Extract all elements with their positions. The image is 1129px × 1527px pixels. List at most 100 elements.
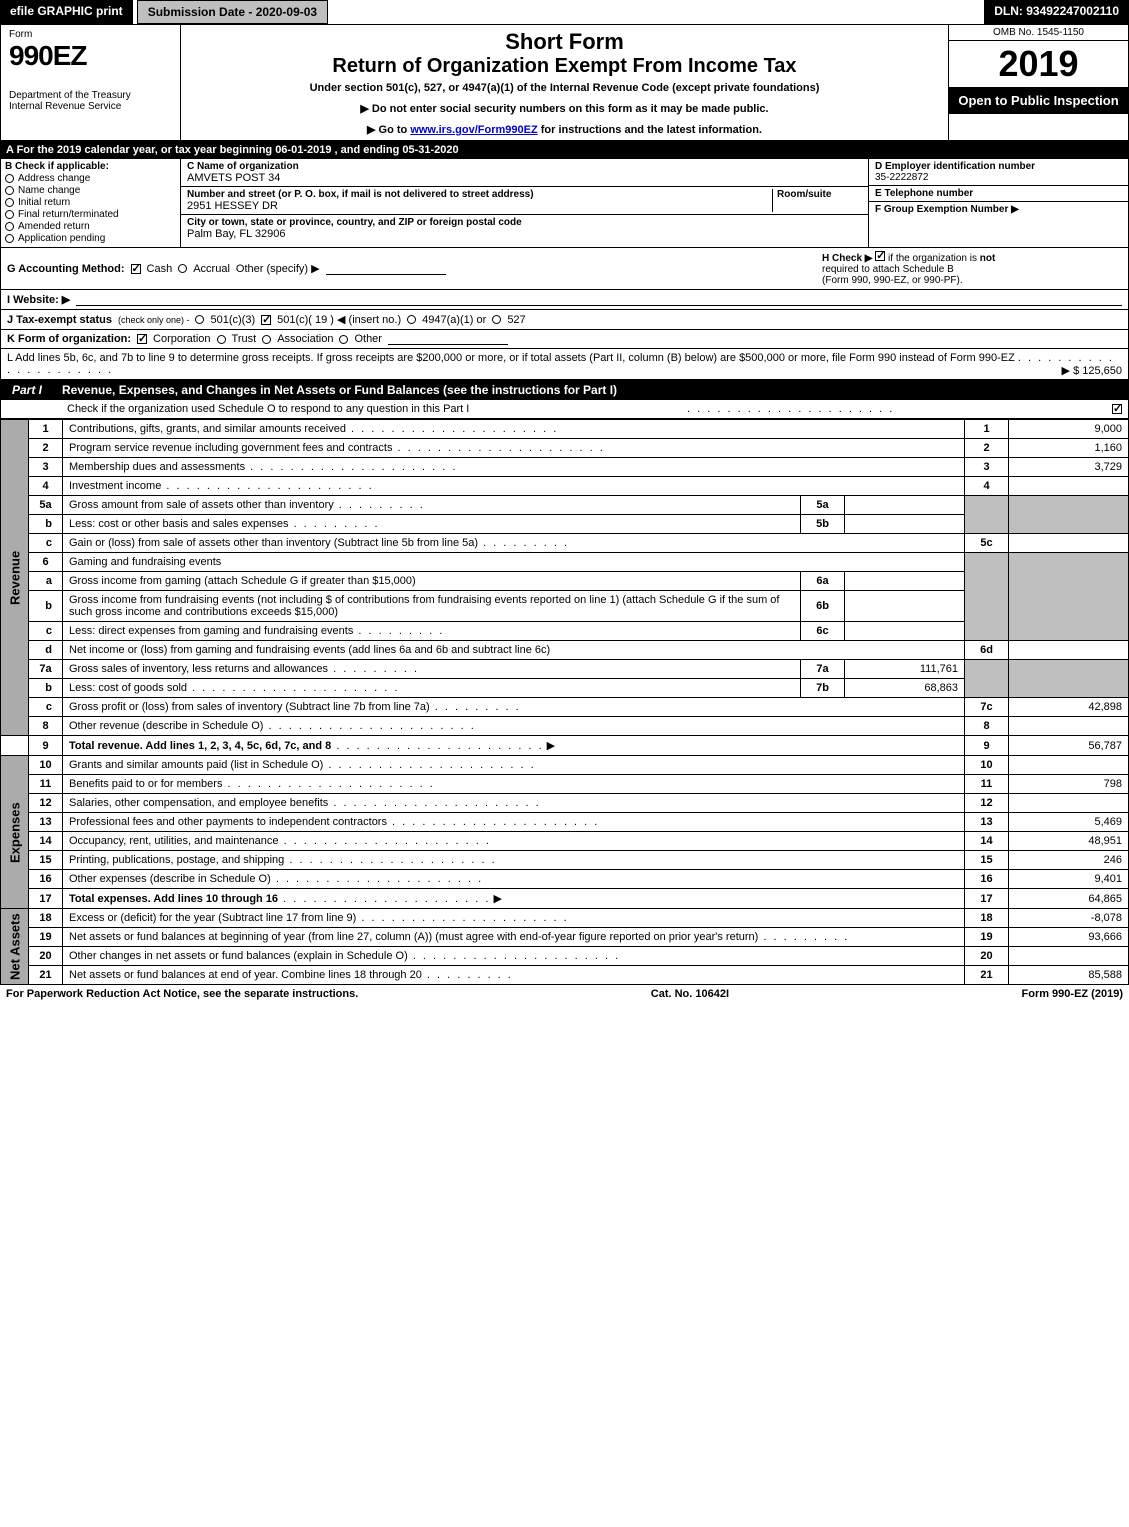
rn17: 17 (965, 889, 1009, 909)
chk-501c[interactable] (261, 315, 271, 325)
n14: 14 (29, 832, 63, 851)
chk-4947[interactable] (407, 315, 416, 324)
rv11: 798 (1009, 775, 1129, 794)
shade-5v (1009, 496, 1129, 534)
rn12: 12 (965, 794, 1009, 813)
c-addr-label: Number and street (or P. O. box, if mail… (187, 189, 534, 200)
d5a: Gross amount from sale of assets other t… (69, 499, 334, 511)
rv12 (1009, 794, 1129, 813)
return-title: Return of Organization Exempt From Incom… (189, 55, 940, 78)
rn8: 8 (965, 717, 1009, 736)
d14: Occupancy, rent, utilities, and maintena… (69, 835, 279, 847)
dept-irs: Internal Revenue Service (9, 101, 172, 112)
chk-501c3[interactable] (195, 315, 204, 324)
iv6c (845, 622, 965, 641)
i-label: I Website: ▶ (7, 293, 70, 306)
c-name-value: AMVETS POST 34 (187, 172, 280, 184)
lbl-501c: 501(c)( 19 ) ◀ (insert no.) (277, 313, 401, 326)
row-l: L Add lines 5b, 6c, and 7b to line 9 to … (0, 349, 1129, 380)
chk-amended-return[interactable] (5, 222, 14, 231)
col-d: D Employer identification number 35-2222… (868, 159, 1128, 247)
chk-cash[interactable] (131, 264, 141, 274)
chk-name-change[interactable] (5, 186, 14, 195)
submission-date-button[interactable]: Submission Date - 2020-09-03 (137, 0, 328, 24)
h-not: not (980, 253, 996, 264)
rv4 (1009, 477, 1129, 496)
irs-link[interactable]: www.irs.gov/Form990EZ (410, 124, 537, 136)
n5a: 5a (29, 496, 63, 515)
other-org-input[interactable] (388, 333, 508, 345)
chk-trust[interactable] (217, 335, 226, 344)
d9: Total revenue. Add lines 1, 2, 3, 4, 5c,… (69, 740, 331, 752)
period-bar: A For the 2019 calendar year, or tax yea… (0, 141, 1129, 159)
d7a: Gross sales of inventory, less returns a… (69, 663, 328, 675)
rn5c: 5c (965, 534, 1009, 553)
rv19: 93,666 (1009, 928, 1129, 947)
d17: Total expenses. Add lines 10 through 16 (69, 893, 278, 905)
d13: Professional fees and other payments to … (69, 816, 387, 828)
chk-corporation[interactable] (137, 334, 147, 344)
chk-other-org[interactable] (339, 335, 348, 344)
goto-line: ▶ Go to www.irs.gov/Form990EZ for instru… (189, 123, 940, 136)
chk-address-change[interactable] (5, 174, 14, 183)
d2: Program service revenue including govern… (69, 442, 392, 454)
row-k: K Form of organization: Corporation Trus… (0, 330, 1129, 349)
d6b: Gross income from fundraising events (no… (69, 594, 779, 618)
d-ein-label: D Employer identification number (875, 161, 1035, 172)
n11: 11 (29, 775, 63, 794)
lbl-name-change: Name change (18, 185, 80, 196)
rv15: 246 (1009, 851, 1129, 870)
row-j: J Tax-exempt status (check only one) - 5… (0, 310, 1129, 330)
n1: 1 (29, 420, 63, 439)
chk-527[interactable] (492, 315, 501, 324)
h-text2: required to attach Schedule B (822, 264, 954, 275)
rn14: 14 (965, 832, 1009, 851)
chk-accrual[interactable] (178, 264, 187, 273)
in5b: 5b (801, 515, 845, 534)
in7a: 7a (801, 660, 845, 679)
n19: 19 (29, 928, 63, 947)
dept-treasury: Department of the Treasury (9, 90, 172, 101)
chk-initial-return[interactable] (5, 198, 14, 207)
form-number: 990EZ (9, 40, 172, 72)
n17: 17 (29, 889, 63, 909)
d19: Net assets or fund balances at beginning… (69, 931, 758, 943)
chk-application-pending[interactable] (5, 234, 14, 243)
side-revenue: Revenue (1, 420, 29, 736)
rv18: -8,078 (1009, 909, 1129, 928)
d7c: Gross profit or (loss) from sales of inv… (69, 701, 430, 713)
iv5b (845, 515, 965, 534)
g-label: G Accounting Method: (7, 263, 125, 275)
website-input[interactable] (76, 294, 1122, 306)
iv7b: 68,863 (845, 679, 965, 698)
n7c: c (29, 698, 63, 717)
e-phone-label: E Telephone number (875, 188, 973, 199)
shade-6 (965, 553, 1009, 641)
chk-final-return[interactable] (5, 210, 14, 219)
d3: Membership dues and assessments (69, 461, 245, 473)
side-netassets: Net Assets (1, 909, 29, 985)
part1-sub: Check if the organization used Schedule … (7, 403, 469, 415)
col-c: C Name of organization AMVETS POST 34 Nu… (181, 159, 868, 247)
lbl-amended-return: Amended return (18, 221, 90, 232)
d15: Printing, publications, postage, and shi… (69, 854, 284, 866)
open-to-public: Open to Public Inspection (949, 87, 1128, 114)
iv6b (845, 591, 965, 622)
lbl-527: 527 (507, 314, 525, 326)
chk-h[interactable] (875, 251, 885, 261)
chk-association[interactable] (262, 335, 271, 344)
lbl-cash: Cash (147, 263, 173, 275)
rv17: 64,865 (1009, 889, 1129, 909)
rn11: 11 (965, 775, 1009, 794)
chk-schedule-o[interactable] (1112, 404, 1122, 414)
d5b: Less: cost or other basis and sales expe… (69, 518, 289, 530)
n15: 15 (29, 851, 63, 870)
rn2: 2 (965, 439, 1009, 458)
shade-7v (1009, 660, 1129, 698)
c-name-label: C Name of organization (187, 161, 299, 172)
other-specify-input[interactable] (326, 263, 446, 275)
rv7c: 42,898 (1009, 698, 1129, 717)
d-ein-value: 35-2222872 (875, 172, 928, 183)
efile-print-button[interactable]: efile GRAPHIC print (0, 0, 133, 24)
short-form-title: Short Form (189, 29, 940, 55)
